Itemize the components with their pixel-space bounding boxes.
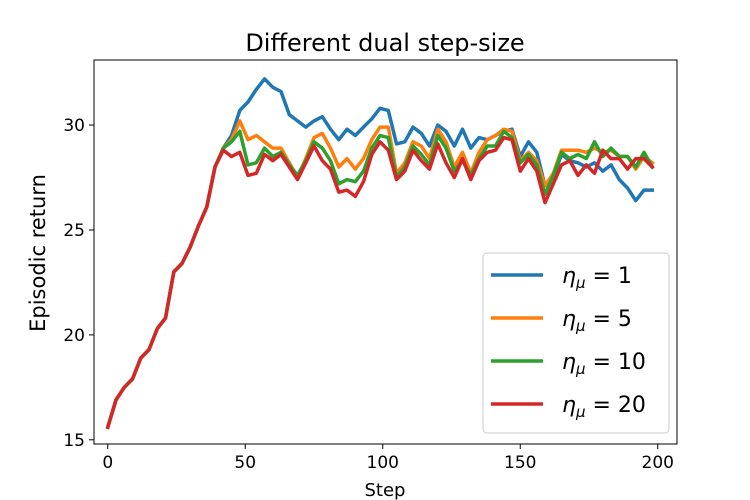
y-tick-label: 20 (63, 326, 85, 346)
x-tick-label: 0 (102, 453, 113, 473)
x-axis: 0 50 100 150 200 (102, 444, 674, 473)
x-axis-label: Step (365, 480, 406, 500)
series-line-4 (105, 135, 655, 430)
y-tick-label: 15 (63, 431, 85, 451)
y-axis: 15 20 25 30 (63, 116, 94, 451)
plot-lines (105, 77, 655, 430)
legend-label-4: ημ = 20 (562, 393, 646, 421)
legend-label-3: ημ = 10 (562, 350, 646, 378)
y-tick-label: 25 (63, 221, 85, 241)
plot-area-frame (93, 59, 678, 445)
x-tick-label: 100 (367, 453, 399, 473)
x-tick-label: 150 (504, 453, 536, 473)
y-tick-label: 30 (63, 116, 85, 136)
legend-label-2: ημ = 5 (562, 307, 632, 335)
x-tick-label: 50 (234, 453, 256, 473)
legend: ημ = 1 ημ = 5 ημ = 10 ημ = 20 (482, 252, 670, 434)
legend-label-1: ημ = 1 (562, 264, 632, 292)
chart-title: Different dual step-size (245, 29, 524, 57)
y-axis-label: Episodic return (26, 174, 50, 332)
x-tick-label: 200 (642, 453, 674, 473)
legend-frame (482, 252, 670, 434)
